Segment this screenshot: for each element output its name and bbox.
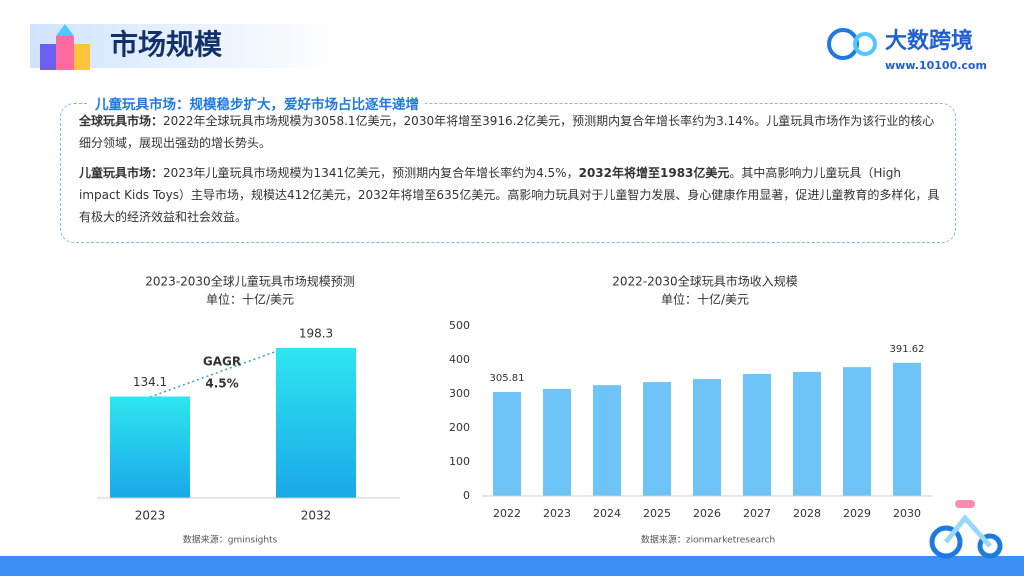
y-tick-label: 400 [449, 353, 470, 366]
bar [276, 347, 356, 498]
callout-box: 儿童玩具市场：规模稳步扩大，爱好市场占比逐年递增 全球玩具市场：2022年全球玩… [60, 93, 956, 243]
bike-icon [929, 500, 1003, 559]
x-tick-label: 2029 [843, 507, 871, 520]
y-tick-label: 200 [449, 421, 470, 434]
bar [543, 388, 571, 496]
brand-logo [827, 28, 877, 60]
bar [893, 362, 921, 496]
x-tick-label: 2032 [301, 509, 332, 523]
value-label: 391.62 [890, 344, 925, 355]
bar [493, 392, 521, 496]
callout-title: 儿童玩具市场：规模稳步扩大，爱好市场占比逐年递增 [89, 93, 425, 113]
chart-source: 数据来源：gminsights [183, 534, 278, 546]
x-tick-label: 2030 [893, 507, 921, 520]
chart-title: 2022-2030全球玩具市场收入规模 [612, 274, 797, 289]
bar [643, 382, 671, 496]
value-label: 198.3 [299, 326, 333, 340]
chart-subtitle: 单位：十亿/美元 [661, 292, 749, 307]
value-label: 134.1 [133, 375, 167, 389]
bar [693, 379, 721, 496]
text-run: 儿童玩具市场： [79, 166, 164, 180]
y-tick-label: 500 [449, 319, 470, 332]
chart-source: 数据来源：zionmarketresearch [641, 534, 775, 546]
x-tick-label: 2023 [543, 507, 571, 520]
value-label: 305.81 [490, 373, 525, 384]
y-tick-label: 300 [449, 387, 470, 400]
footer-bar [0, 556, 1024, 576]
brand-name: 大数跨境 [885, 28, 973, 54]
brand-url: www.10100.com [885, 59, 987, 72]
paragraph: 全球玩具市场：2022年全球玩具市场规模为3058.1亿美元，2030年将增至3… [79, 110, 941, 154]
bar [743, 373, 771, 496]
bar [110, 396, 190, 498]
y-tick-label: 0 [463, 489, 470, 502]
x-tick-label: 2024 [593, 507, 621, 520]
y-tick-label: 100 [449, 455, 470, 468]
x-tick-label: 2027 [743, 507, 771, 520]
x-tick-label: 2026 [693, 507, 721, 520]
bar [793, 371, 821, 496]
bar [593, 385, 621, 496]
header-title: 市场规模 [110, 28, 223, 61]
text-run: 2032年将增至1983亿美元 [578, 166, 730, 180]
annotation: 4.5% [205, 377, 238, 391]
annotation: GAGR [203, 355, 241, 369]
text-run: 。其中高影响力儿童玩具（High impact Kids Toys）主导市场，规… [79, 166, 940, 224]
paragraph: 儿童玩具市场：2023年儿童玩具市场规模为1341亿美元，预测期内复合年增长率约… [79, 162, 941, 228]
bar [843, 367, 871, 496]
chart-subtitle: 单位：十亿/美元 [206, 292, 294, 307]
chart-title: 2023-2030全球儿童玩具市场规模预测 [145, 274, 354, 289]
x-tick-label: 2023 [135, 509, 166, 523]
text-run: 2022年全球玩具市场规模为3058.1亿美元，2030年将增至3916.2亿美… [79, 114, 935, 150]
header-icon [40, 24, 90, 70]
cagr-arrow [149, 349, 281, 398]
text-run: 2023年儿童玩具市场规模为1341亿美元，预测期内复合年增长率约为4.5%， [163, 166, 579, 180]
text-run: 全球玩具市场： [79, 114, 164, 128]
x-tick-label: 2028 [793, 507, 821, 520]
x-tick-label: 2025 [643, 507, 671, 520]
x-tick-label: 2022 [493, 507, 521, 520]
